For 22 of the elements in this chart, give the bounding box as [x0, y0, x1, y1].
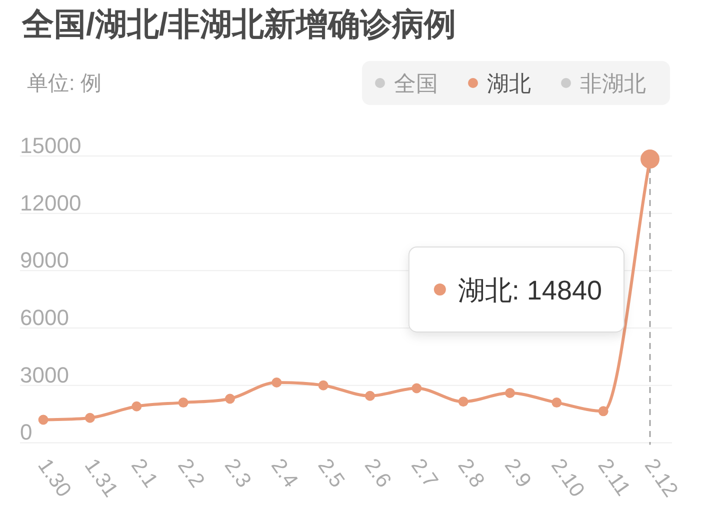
xtick: 2.6: [360, 454, 396, 492]
tooltip: 湖北: 14840: [408, 246, 624, 332]
ytick: 9000: [20, 248, 69, 273]
xtick: 2.9: [500, 454, 536, 492]
xtick: 2.2: [173, 454, 209, 492]
title: 全国/湖北/非湖北新增确诊病例: [22, 6, 456, 42]
ytick: 12000: [20, 190, 82, 216]
ytick: 3000: [20, 362, 69, 388]
annotation: 湖北: 14840: [458, 276, 602, 306]
xtick: 2.5: [313, 454, 349, 492]
legend-label: 非湖北: [580, 71, 646, 96]
xtick: 2.7: [406, 454, 442, 492]
ytick: 15000: [20, 133, 82, 158]
ylabel: 单位: 例: [27, 72, 102, 95]
legend-label: 全国: [394, 71, 438, 96]
ytick: 0: [20, 420, 32, 445]
xtick: 2.1: [126, 454, 162, 492]
xtick: 2.3: [220, 454, 256, 492]
legend-label: 湖北: [487, 71, 531, 96]
xtick: 2.8: [453, 454, 489, 492]
ytick: 6000: [20, 305, 69, 330]
xtick: 2.4: [266, 454, 302, 492]
